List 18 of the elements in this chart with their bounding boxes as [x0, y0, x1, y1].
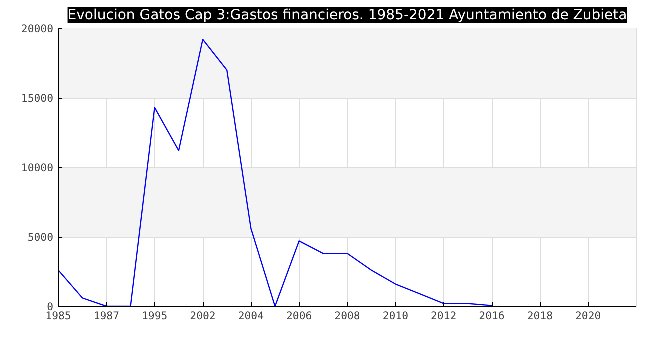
x-tick-label: 2012	[431, 310, 457, 322]
x-tick-label: 1985	[46, 310, 72, 322]
x-tick-label: 1987	[94, 310, 120, 322]
line-series	[58, 39, 493, 306]
x-tick-label: 2010	[382, 310, 409, 322]
chart-title: Evolucion Gatos Cap 3:Gastos financieros. 1985-2021 Ayuntamiento de Zubieta	[68, 8, 628, 24]
y-tick-label: 5000	[28, 231, 54, 244]
y-tick-label: 20000	[21, 22, 54, 36]
x-tick-label: 2006	[286, 310, 312, 322]
x-tick-label: 2008	[334, 310, 360, 322]
x-tick-label: 2002	[190, 310, 216, 322]
y-tick-label: 10000	[21, 162, 54, 174]
x-tick-label: 1995	[142, 310, 168, 322]
x-tick-label: 2004	[238, 310, 264, 322]
x-tick-label: 2020	[576, 310, 602, 322]
x-tick-label: 2016	[479, 310, 505, 322]
y-tick-label: 15000	[21, 92, 54, 105]
x-tick-label: 2018	[527, 310, 554, 322]
